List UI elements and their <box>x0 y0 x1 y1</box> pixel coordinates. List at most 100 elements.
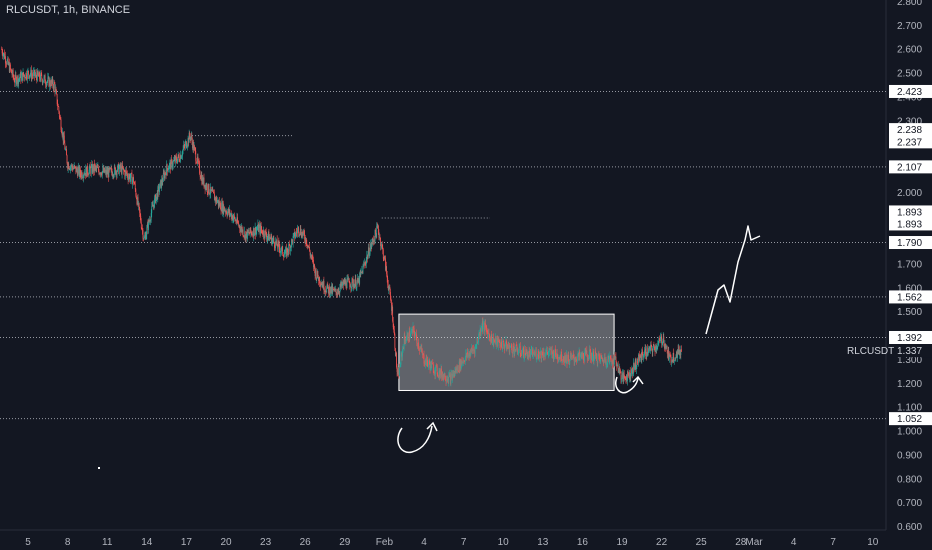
curved-arrow-2[interactable] <box>615 376 639 394</box>
candle-body <box>412 326 414 333</box>
candle-body <box>530 349 532 351</box>
candle-body <box>79 168 81 174</box>
candle-body <box>436 365 438 367</box>
candle-body <box>390 298 392 303</box>
candle-body <box>291 239 292 248</box>
candle-body <box>130 173 132 178</box>
candle-body <box>268 231 270 241</box>
candle-body <box>476 342 478 345</box>
candle-body <box>181 156 182 159</box>
candle-body <box>120 164 121 169</box>
candle-body <box>473 349 474 351</box>
candle-body <box>679 351 681 355</box>
candle-body <box>296 232 298 234</box>
candle-body <box>252 233 253 235</box>
candle-body <box>313 260 314 268</box>
candle-body <box>415 333 417 336</box>
candle-body <box>243 235 244 237</box>
candle-body <box>508 343 510 347</box>
candle-body <box>470 348 472 353</box>
candle-body <box>387 284 389 290</box>
candle-body <box>657 341 659 344</box>
candle-body <box>127 173 128 178</box>
y-tick-label: 1.500 <box>897 307 922 318</box>
candle-body <box>440 369 441 376</box>
candle-body <box>60 117 61 120</box>
candle-body <box>11 73 13 75</box>
candle-body <box>90 166 92 174</box>
candle-body <box>166 164 167 176</box>
candle-body <box>588 358 589 360</box>
candle-body <box>192 141 194 149</box>
candle-body <box>258 224 259 232</box>
candle-body <box>279 248 281 253</box>
candle-body <box>133 177 134 183</box>
x-tick-label: 14 <box>141 537 153 548</box>
candle-body <box>274 242 275 247</box>
candle-body <box>578 352 579 357</box>
candle-body <box>528 355 529 358</box>
candle-body <box>145 234 147 240</box>
candle-body <box>514 349 516 352</box>
candle-body <box>503 341 505 346</box>
curved-arrow-1-head[interactable] <box>426 421 438 432</box>
candle-body <box>664 343 666 348</box>
candle-body <box>43 80 44 82</box>
candle-body <box>113 175 115 177</box>
candle-body <box>439 370 440 378</box>
candle-body <box>292 239 293 244</box>
candle-body <box>425 358 427 365</box>
candle-body <box>329 293 331 296</box>
candle-body <box>542 351 544 358</box>
candle-body <box>428 363 429 366</box>
candle-body <box>397 371 398 375</box>
candle-body <box>246 231 248 239</box>
candle-body <box>348 278 350 280</box>
candle-body <box>23 75 25 76</box>
candle-body <box>670 355 672 363</box>
candle-body <box>133 182 135 184</box>
candle-body <box>269 237 270 241</box>
y-tick-label: 0.900 <box>897 450 922 461</box>
candle-body <box>337 293 339 294</box>
candle-body <box>495 336 497 345</box>
candle-body <box>483 324 484 330</box>
candle-body <box>292 235 294 244</box>
candle-body <box>100 172 102 175</box>
candle-body <box>612 363 614 365</box>
candle-body <box>583 353 584 360</box>
candle-body <box>18 78 20 84</box>
candle-body <box>359 273 361 284</box>
candle-body <box>476 342 478 343</box>
candle-body <box>502 341 504 342</box>
candle-body <box>272 239 274 241</box>
candle-body <box>417 342 419 347</box>
candle-body <box>529 351 530 353</box>
candle-body <box>322 284 324 288</box>
candle-body <box>570 355 572 357</box>
candle-body <box>596 353 598 361</box>
candle-body <box>652 344 654 349</box>
candle-body <box>287 252 289 253</box>
candle-body <box>129 175 131 181</box>
candle-body <box>63 135 65 144</box>
candle-body <box>126 171 127 174</box>
candle-body <box>589 349 590 358</box>
curved-arrow-2-head[interactable] <box>632 375 644 385</box>
candle-body <box>207 191 209 193</box>
candle-body <box>280 251 282 252</box>
candle-body <box>463 359 465 362</box>
candle-body <box>655 345 657 350</box>
candle-body <box>485 323 486 328</box>
candle-body <box>299 228 301 234</box>
candle-body <box>253 228 255 236</box>
candle-body <box>105 169 107 175</box>
curved-arrow-1[interactable] <box>397 425 433 454</box>
candle-body <box>307 245 309 248</box>
candle-body <box>509 346 511 348</box>
candle-body <box>510 344 512 347</box>
projection-path[interactable] <box>705 225 761 335</box>
candle-body <box>102 168 104 172</box>
candle-body <box>643 354 645 356</box>
